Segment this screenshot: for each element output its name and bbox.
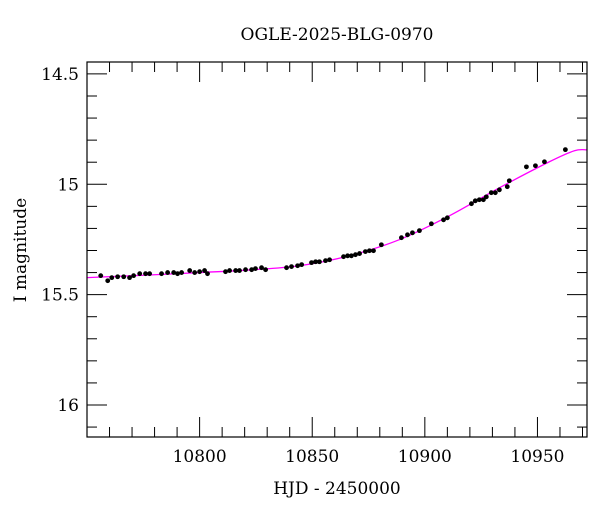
data-point — [542, 159, 547, 165]
data-point — [428, 221, 434, 227]
data-point — [143, 271, 148, 277]
data-point — [295, 263, 300, 269]
data-point — [179, 270, 184, 275]
data-point — [399, 235, 404, 241]
data-point — [492, 190, 498, 196]
data-point — [249, 267, 255, 273]
data-point — [237, 268, 242, 273]
data-point — [410, 230, 415, 236]
data-point — [367, 248, 372, 254]
model-curve-group — [86, 148, 588, 279]
data-point — [121, 274, 127, 280]
data-point — [327, 257, 332, 263]
data-point — [504, 184, 510, 190]
x-tick-label: 10850 — [285, 447, 339, 467]
data-point — [98, 273, 104, 279]
data-point — [309, 260, 314, 266]
data-point — [488, 190, 494, 196]
data-point — [469, 201, 474, 207]
data-point — [187, 268, 193, 273]
data-point — [405, 232, 410, 238]
data-point — [115, 274, 121, 280]
data-point — [472, 198, 478, 204]
data-point — [524, 164, 529, 170]
model-curve — [86, 148, 588, 279]
data-point — [483, 194, 489, 200]
data-point — [197, 269, 203, 275]
data-point — [444, 215, 450, 221]
data-point — [562, 147, 568, 153]
data-point — [341, 254, 346, 260]
data-point — [362, 249, 368, 254]
x-tick-label: 10900 — [398, 447, 452, 467]
data-point — [496, 187, 502, 193]
data-point — [357, 251, 362, 256]
data-point — [476, 197, 482, 203]
y-tick-label: 15.5 — [41, 286, 79, 306]
data-point — [202, 268, 207, 273]
x-axis-label: HJD - 2450000 — [273, 479, 401, 499]
data-point — [131, 273, 137, 279]
data-point — [192, 270, 198, 275]
data-point — [506, 178, 512, 184]
data-point — [289, 264, 294, 270]
tick-labels: 10800 10850 10900 10950 14.5 15 15.5 16 — [41, 65, 564, 467]
data-point — [223, 269, 228, 275]
data-point — [313, 259, 319, 265]
data-point — [205, 271, 210, 277]
data-point — [317, 259, 322, 265]
data-point — [233, 268, 239, 273]
data-point — [105, 278, 111, 284]
data-points-group — [98, 147, 568, 284]
axis-ticks — [86, 62, 587, 437]
data-point — [109, 275, 115, 281]
data-point — [299, 262, 305, 268]
data-point — [243, 267, 248, 273]
data-point — [127, 275, 132, 281]
data-point — [263, 267, 269, 273]
x-tick-label: 10950 — [510, 447, 564, 467]
data-point — [175, 271, 180, 277]
data-point — [137, 271, 143, 277]
data-point — [345, 253, 350, 259]
data-point — [284, 265, 289, 271]
plot-frame — [86, 61, 588, 438]
data-point — [533, 163, 538, 169]
data-point — [165, 270, 171, 275]
y-axis-label: I magnitude — [11, 198, 31, 302]
data-point — [371, 248, 376, 254]
data-point — [227, 268, 232, 273]
y-tick-label: 15 — [57, 175, 79, 195]
data-point — [159, 271, 164, 277]
data-point — [417, 228, 422, 234]
data-point — [378, 242, 384, 248]
data-point — [349, 253, 354, 259]
data-point — [253, 266, 258, 271]
data-point — [171, 270, 177, 275]
data-point — [480, 197, 486, 203]
data-point — [441, 217, 446, 223]
data-point — [259, 265, 264, 271]
chart-title: OGLE-2025-BLG-0970 — [241, 25, 434, 45]
y-tick-label: 16 — [57, 396, 79, 416]
x-tick-label: 10800 — [173, 447, 227, 467]
data-point — [353, 252, 358, 258]
data-point — [147, 271, 153, 277]
data-point — [323, 258, 328, 264]
y-tick-label: 14.5 — [41, 65, 79, 85]
